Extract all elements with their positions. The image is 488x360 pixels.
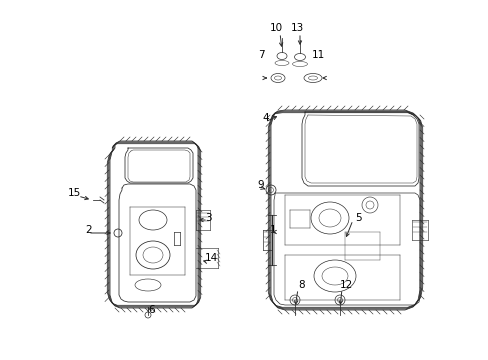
Text: 5: 5 <box>354 213 361 223</box>
Text: 9: 9 <box>257 180 263 190</box>
Text: 14: 14 <box>204 253 218 263</box>
Text: 11: 11 <box>311 50 325 60</box>
Text: 10: 10 <box>269 23 283 33</box>
Text: 15: 15 <box>68 188 81 198</box>
Text: 7: 7 <box>258 50 264 60</box>
Text: 12: 12 <box>339 280 352 290</box>
Text: 3: 3 <box>204 213 211 223</box>
Text: 6: 6 <box>148 305 154 315</box>
Text: 8: 8 <box>297 280 304 290</box>
Text: 13: 13 <box>290 23 304 33</box>
Text: 2: 2 <box>85 225 91 235</box>
Text: 4: 4 <box>262 113 268 123</box>
Text: 1: 1 <box>269 225 276 235</box>
